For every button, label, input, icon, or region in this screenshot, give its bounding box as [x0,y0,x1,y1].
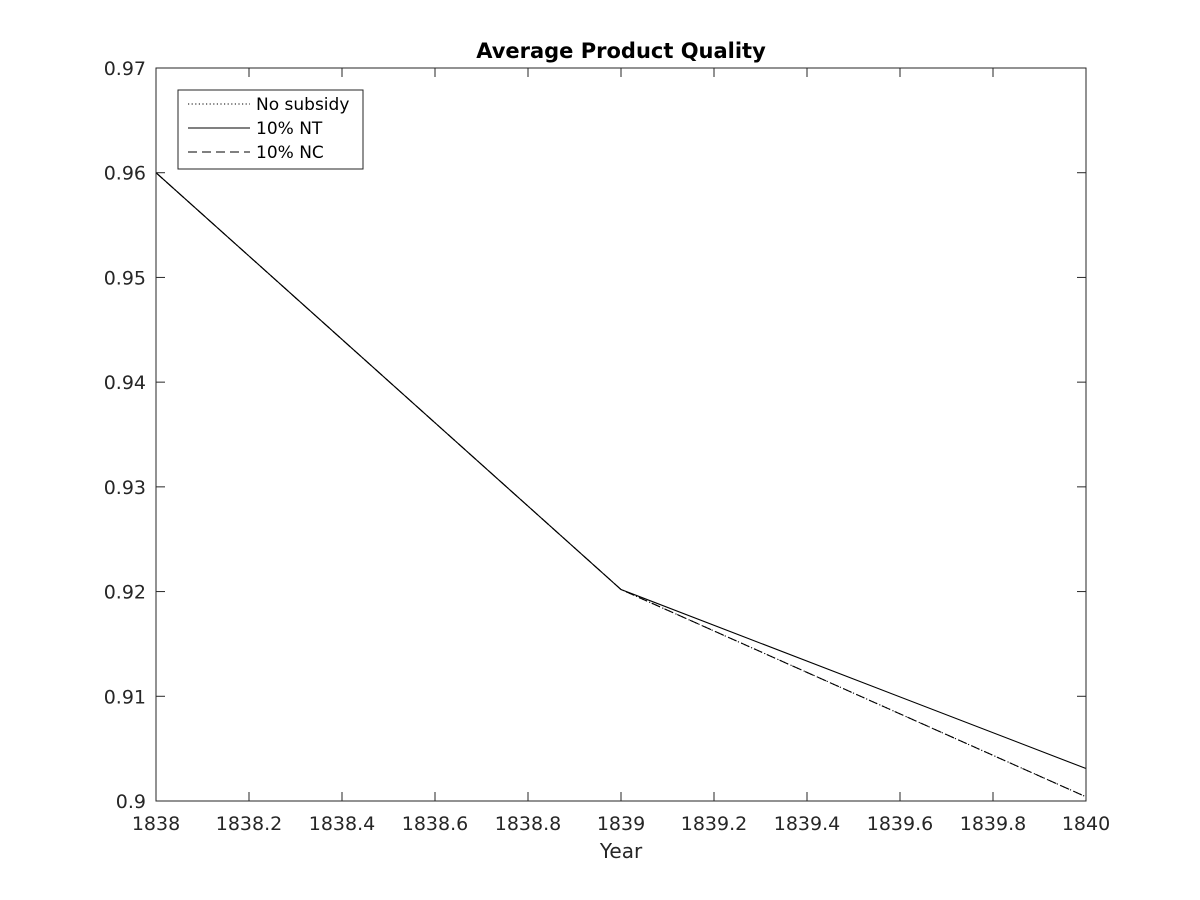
series-lines [155,172,1087,798]
x-tick-label: 1838 [132,813,180,835]
y-tick-label: 0.9 [116,791,146,813]
y-tick-label: 0.97 [104,58,146,80]
legend: No subsidy 10% NT 10% NC [177,89,364,170]
y-tick-label: 0.96 [104,163,146,185]
y-tick-label: 0.93 [104,477,146,499]
y-tick-label: 0.92 [104,582,146,604]
series-line-10-nc [155,172,1087,798]
legend-box [177,89,364,170]
legend-label: No subsidy [256,95,349,115]
chart-title: Average Product Quality [476,39,766,63]
x-tick-label: 1839.8 [960,813,1026,835]
x-tick-label: 1838.4 [309,813,375,835]
legend-label: 10% NT [256,119,323,139]
plot-frame [155,67,1087,802]
x-tick-label: 1839.4 [774,813,840,835]
y-tick-label: 0.91 [104,686,146,708]
plot-background [156,68,1086,801]
y-tick-label: 0.95 [104,267,146,289]
x-tick-label: 1838.6 [402,813,468,835]
x-tick-label: 1839.6 [867,813,933,835]
x-tick-label: 1838.8 [495,813,561,835]
legend-label: 10% NC [256,143,324,163]
x-tick-label: 1838.2 [216,813,282,835]
legend-items: No subsidy 10% NT 10% NC [188,95,349,163]
tick-labels: 1838 1838.2 1838.4 1838.6 1838.8 1839 1839.2 18… [104,58,1110,835]
y-tick-label: 0.94 [104,372,146,394]
x-axis-title: Year [599,839,643,863]
x-tick-label: 1839.2 [681,813,747,835]
x-tick-label: 1839 [597,813,645,835]
x-tick-label: 1840 [1062,813,1110,835]
